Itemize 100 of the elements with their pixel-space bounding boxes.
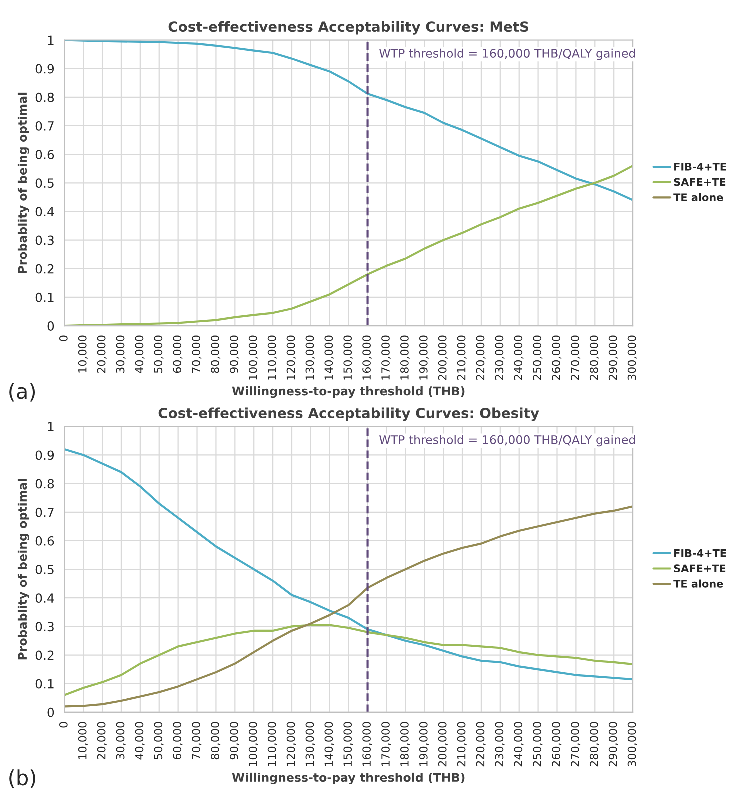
- x-tick-label: 270,000: [571, 722, 581, 767]
- line-series: [64, 448, 634, 681]
- y-tick-label: 0.5: [36, 565, 54, 574]
- x-tick-label: 240,000: [514, 336, 524, 380]
- y-tick-label: 0: [48, 321, 54, 331]
- x-tick-label: 200,000: [438, 722, 448, 767]
- y-tick-label: 0.7: [36, 508, 54, 518]
- x-tick-label: 170,000: [382, 722, 392, 766]
- x-tick-label: 100,000: [248, 336, 258, 380]
- x-tick-label: 150,000: [344, 336, 354, 380]
- legend-label: TE alone: [674, 580, 724, 588]
- y-tick-label: 0.6: [36, 536, 54, 546]
- x-tick-label: 150,000: [344, 722, 354, 766]
- y-tick-label: 0.4: [36, 594, 54, 604]
- x-tick-label: 200,000: [438, 336, 448, 380]
- chart-title: Cost-effectiveness Acceptability Curves: Obesity: [158, 408, 540, 422]
- x-tick-label: 180,000: [400, 722, 410, 766]
- y-tick-label: 0.1: [36, 292, 54, 302]
- y-tick-label: 0.4: [36, 207, 54, 217]
- x-tick-label: 30,000: [116, 722, 126, 760]
- legend-label: SAFE+TE: [674, 178, 726, 186]
- x-tick-label: 140,000: [324, 722, 334, 766]
- y-tick-label: 0: [48, 708, 54, 718]
- x-tick-label: 80,000: [211, 722, 221, 760]
- x-tick-label: 90,000: [230, 336, 240, 374]
- x-tick-label: 160,000: [362, 722, 372, 766]
- x-tick-label: 170,000: [382, 336, 392, 380]
- y-tick-label: 0.9: [36, 450, 54, 460]
- y-tick-label: 0.7: [36, 121, 54, 131]
- legend-label: TE alone: [674, 193, 724, 202]
- x-tick-label: 120,000: [286, 336, 296, 380]
- x-tick-label: 40,000: [135, 722, 145, 760]
- x-tick-label: 140,000: [324, 336, 334, 380]
- x-tick-label: 130,000: [306, 722, 316, 766]
- x-tick-label: 50,000: [154, 336, 164, 374]
- text: (a): [10, 383, 36, 402]
- x-tick-label: 70,000: [192, 336, 202, 374]
- x-tick-label: 80,000: [211, 336, 221, 374]
- x-tick-label: 10,000: [78, 336, 88, 373]
- x-tick-label: 20,000: [97, 722, 107, 760]
- x-tick-label: 40,000: [135, 336, 145, 374]
- x-tick-label: 300,000: [628, 336, 638, 380]
- x-tick-label: 280,000: [590, 722, 600, 767]
- x-tick-label: 280,000: [590, 336, 600, 380]
- y-tick-label: 0.1: [36, 679, 54, 689]
- x-tick-label: 0: [59, 336, 68, 342]
- legend-label: FIB-4+TE: [674, 550, 726, 558]
- x-tick-label: 30,000: [116, 336, 126, 374]
- x-tick-label: 220,000: [476, 722, 486, 767]
- x-tick-label: 20,000: [97, 336, 107, 374]
- x-tick-label: 90,000: [230, 722, 240, 760]
- line-series: [64, 506, 634, 708]
- ref-line-label: WTP threshold = 160,000 THB/QALY gained: [380, 435, 636, 447]
- x-tick-label: 60,000: [173, 722, 183, 760]
- x-tick-label: 190,000: [419, 722, 429, 766]
- x-tick-label: 60,000: [173, 336, 183, 374]
- x-tick-label: 260,000: [552, 722, 562, 767]
- x-tick-label: 120,000: [286, 722, 296, 766]
- x-tick-label: 110,000: [268, 722, 278, 766]
- x-tick-label: 10,000: [78, 722, 88, 760]
- y-axis-title: Probablity of being optimal: [18, 92, 30, 274]
- x-tick-label: 70,000: [192, 722, 202, 760]
- x-tick-label: 0: [59, 722, 68, 728]
- x-tick-label: 220,000: [476, 336, 486, 380]
- x-tick-label: 180,000: [400, 336, 410, 380]
- y-tick-label: 0.6: [36, 150, 54, 160]
- y-tick-label: 0.2: [36, 650, 54, 660]
- chart-title: Cost-effectiveness Acceptability Curves: MetS: [168, 21, 529, 35]
- x-tick-label: 110,000: [268, 336, 278, 380]
- y-tick-label: 0.9: [36, 64, 54, 74]
- y-tick-label: 1: [48, 36, 54, 45]
- y-tick-label: 0.5: [36, 178, 54, 188]
- y-tick-label: 0.3: [36, 622, 54, 632]
- x-tick-label: 50,000: [154, 722, 164, 760]
- x-tick-label: 230,000: [495, 722, 505, 767]
- legend-label: SAFE+TE: [674, 564, 726, 573]
- x-tick-label: 210,000: [457, 722, 467, 767]
- x-tick-label: 210,000: [457, 336, 467, 380]
- x-tick-label: 230,000: [495, 336, 505, 380]
- y-axis-title: Probablity of being optimal: [18, 479, 30, 660]
- x-tick-label: 300,000: [628, 722, 638, 767]
- x-tick-label: 260,000: [552, 336, 562, 380]
- y-tick-label: 0.8: [36, 92, 54, 102]
- x-tick-label: 160,000: [362, 336, 372, 380]
- x-tick-label: 240,000: [514, 722, 524, 767]
- x-tick-label: 250,000: [533, 336, 543, 380]
- x-axis-title: Willingness-to-pay threshold (THB): [232, 386, 465, 398]
- x-tick-label: 270,000: [571, 336, 581, 380]
- y-tick-label: 0.8: [36, 479, 54, 489]
- x-tick-label: 250,000: [533, 722, 543, 767]
- x-tick-label: 290,000: [608, 336, 618, 380]
- x-tick-label: 290,000: [608, 722, 618, 767]
- text: (b): [10, 770, 36, 788]
- y-tick-label: 0.2: [36, 264, 54, 274]
- legend-label: FIB-4+TE: [674, 163, 726, 171]
- x-tick-label: 130,000: [306, 336, 316, 380]
- ref-line-label: WTP threshold = 160,000 THB/QALY gained: [380, 48, 636, 60]
- line-series: [64, 624, 634, 696]
- x-tick-label: 100,000: [248, 722, 258, 766]
- x-axis-title: Willingness-to-pay threshold (THB): [232, 772, 465, 784]
